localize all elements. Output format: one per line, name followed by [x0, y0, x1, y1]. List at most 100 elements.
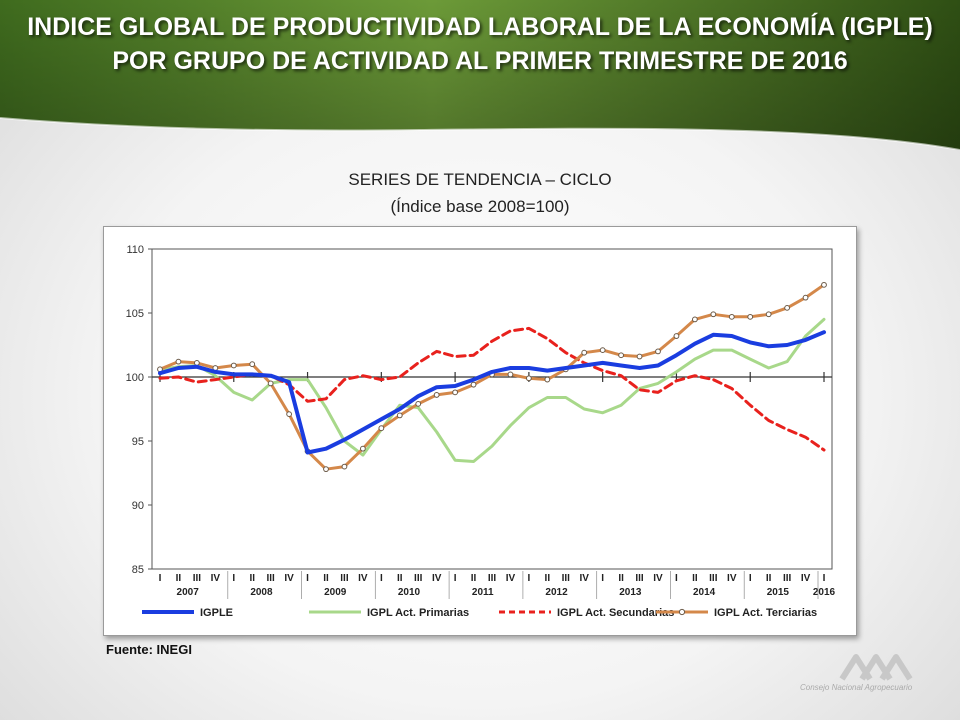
x-tick-label-quarter: IV	[579, 573, 589, 584]
x-tick-label-quarter: III	[562, 573, 571, 584]
legend-label: IGPL Act. Terciarias	[714, 607, 817, 619]
x-tick-label-quarter: IV	[432, 573, 442, 584]
series-point-3	[618, 352, 625, 359]
x-tick-label-quarter: I	[306, 573, 309, 584]
header-band-shape	[0, 0, 960, 150]
y-tick-label: 85	[132, 564, 144, 576]
legend-label: IGPL Act. Secundarias	[557, 607, 674, 619]
series-point-3	[378, 425, 385, 432]
legend-label: IGPLE	[200, 607, 233, 619]
x-tick-label-quarter: I	[232, 573, 235, 584]
x-tick-label-quarter: IV	[211, 573, 221, 584]
x-tick-label-quarter: III	[488, 573, 497, 584]
series-point-3	[267, 380, 274, 387]
x-tick-label-year: 2011	[472, 587, 494, 598]
series-point-3	[636, 353, 643, 360]
x-tick-label-year: 2016	[813, 587, 836, 598]
series-point-3	[710, 311, 717, 318]
series-point-3	[193, 360, 200, 366]
series-point-3	[655, 348, 661, 355]
series-point-3	[802, 294, 809, 301]
series-point-3	[821, 281, 827, 288]
series-point-3	[359, 445, 366, 452]
chart-subtitle: SERIES DE TENDENCIA – CICLO (Índice base…	[0, 166, 960, 220]
x-tick-label-quarter: I	[601, 573, 604, 584]
series-point-3	[249, 361, 256, 368]
x-tick-label-year: 2007	[177, 587, 200, 598]
series-point-3	[323, 466, 329, 473]
x-tick-label-quarter: IV	[284, 573, 294, 584]
header-band: INDICE GLOBAL DE PRODUCTIVIDAD LABORAL D…	[0, 0, 960, 150]
x-tick-label-quarter: III	[783, 573, 792, 584]
x-tick-label-quarter: III	[193, 573, 202, 584]
legend-swatch-marker	[678, 608, 686, 616]
x-tick-label-year: 2015	[767, 587, 790, 598]
x-tick-label-quarter: IV	[358, 573, 368, 584]
x-tick-label-quarter: II	[766, 573, 772, 584]
series-point-3	[691, 316, 698, 323]
y-tick-label: 90	[132, 500, 144, 512]
series-point-3	[784, 304, 791, 311]
subtitle-line-2: (Índice base 2008=100)	[390, 197, 570, 216]
x-tick-label-quarter: I	[159, 573, 162, 584]
y-tick-label: 100	[126, 372, 144, 384]
x-tick-label-quarter: III	[635, 573, 644, 584]
series-point-3	[396, 412, 403, 419]
series-point-3	[470, 381, 477, 388]
x-tick-label-quarter: III	[340, 573, 349, 584]
x-tick-label-year: 2014	[693, 587, 716, 598]
cna-logo-icon	[832, 645, 942, 705]
series-point-3	[673, 333, 680, 339]
series-point-3	[341, 463, 348, 470]
source-note: Fuente: INEGI	[106, 642, 192, 657]
y-tick-label: 105	[126, 308, 144, 320]
x-tick-label-quarter: IV	[506, 573, 516, 584]
x-tick-label-quarter: I	[454, 573, 457, 584]
logo-caption: Consejo Nacional Agropecuario	[800, 683, 913, 692]
series-point-3	[452, 389, 459, 396]
series-point-3	[175, 358, 182, 365]
x-tick-label-quarter: II	[618, 573, 624, 584]
legend-label: IGPL Act. Primarias	[367, 607, 469, 619]
series-point-3	[765, 311, 772, 318]
series-point-3	[286, 411, 293, 418]
title-line-2: POR GRUPO DE ACTIVIDAD AL PRIMER TRIMEST…	[112, 47, 848, 75]
x-tick-label-year: 2009	[324, 587, 347, 598]
x-tick-label-year: 2013	[619, 587, 642, 598]
x-tick-label-quarter: I	[527, 573, 530, 584]
x-tick-label-quarter: II	[249, 573, 255, 584]
series-point-3	[415, 400, 422, 407]
series-point-3	[599, 347, 606, 354]
series-point-3	[581, 349, 588, 356]
x-tick-label-quarter: III	[266, 573, 275, 584]
subtitle-line-1: SERIES DE TENDENCIA – CICLO	[348, 170, 612, 189]
series-point-3	[230, 362, 237, 369]
page-title: INDICE GLOBAL DE PRODUCTIVIDAD LABORAL D…	[0, 10, 960, 78]
series-point-3	[728, 313, 735, 320]
x-tick-label-quarter: IV	[653, 573, 663, 584]
x-tick-label-quarter: III	[414, 573, 423, 584]
title-line-1: INDICE GLOBAL DE PRODUCTIVIDAD LABORAL D…	[27, 13, 933, 41]
plot-area	[151, 248, 833, 570]
x-tick-label-year: 2010	[398, 587, 421, 598]
x-tick-label-quarter: IV	[801, 573, 811, 584]
x-tick-label-quarter: IV	[727, 573, 737, 584]
x-tick-label-quarter: II	[545, 573, 551, 584]
y-tick-label: 110	[126, 244, 144, 256]
series-point-3	[507, 371, 514, 378]
x-tick-label-quarter: II	[176, 573, 182, 584]
x-tick-label-quarter: II	[471, 573, 477, 584]
x-tick-label-quarter: III	[709, 573, 718, 584]
x-tick-label-quarter: I	[749, 573, 752, 584]
x-tick-label-quarter: II	[323, 573, 329, 584]
x-tick-label-quarter: I	[823, 573, 826, 584]
x-tick-label-quarter: I	[380, 573, 383, 584]
y-tick-label: 95	[132, 436, 144, 448]
series-point-3	[544, 376, 551, 383]
series-point-3	[525, 375, 532, 382]
series-point-3	[747, 313, 754, 320]
series-line-0	[158, 330, 826, 455]
x-tick-label-quarter: II	[397, 573, 403, 584]
x-tick-label-year: 2008	[250, 587, 273, 598]
